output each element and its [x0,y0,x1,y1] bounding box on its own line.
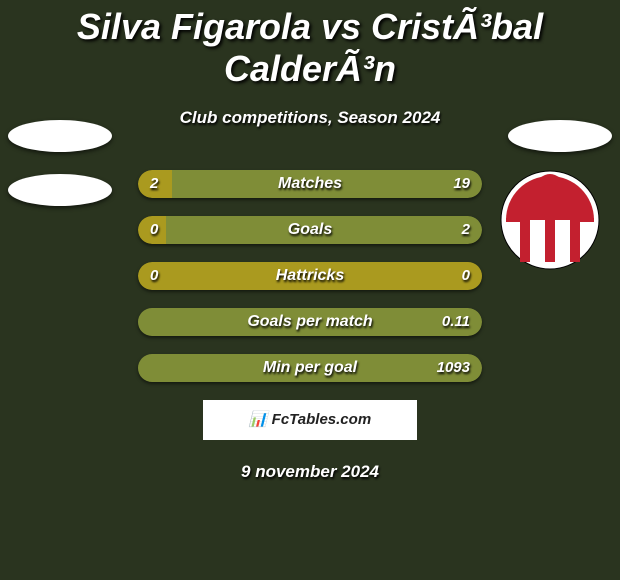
comparison-infographic: Silva Figarola vs CristÃ³bal CalderÃ³n C… [0,0,620,580]
club-crest [500,170,600,270]
value-right: 19 [453,170,470,198]
brand-badge-box: 📊 FcTables.com [0,400,620,440]
row-label: Goals per match [138,308,482,336]
stat-row: 0 Goals 2 [138,216,482,244]
stat-row: 2 Matches 19 [138,170,482,198]
stat-row: Min per goal 1093 [138,354,482,382]
player-left-ellipse-2 [8,174,112,206]
value-right: 0 [462,262,470,290]
row-label: Min per goal [138,354,482,382]
date-label: 9 november 2024 [0,462,620,482]
stat-row: 0 Hattricks 0 [138,262,482,290]
page-title: Silva Figarola vs CristÃ³bal CalderÃ³n [0,0,620,90]
value-right: 0.11 [442,308,470,336]
brand-badge: 📊 FcTables.com [203,400,417,440]
row-label: Hattricks [138,262,482,290]
value-right: 1093 [437,354,470,382]
player-left-ellipse-1 [8,120,112,152]
player-right-ellipse-1 [508,120,612,152]
stat-row: Goals per match 0.11 [138,308,482,336]
row-label: Matches [138,170,482,198]
row-label: Goals [138,216,482,244]
value-right: 2 [462,216,470,244]
